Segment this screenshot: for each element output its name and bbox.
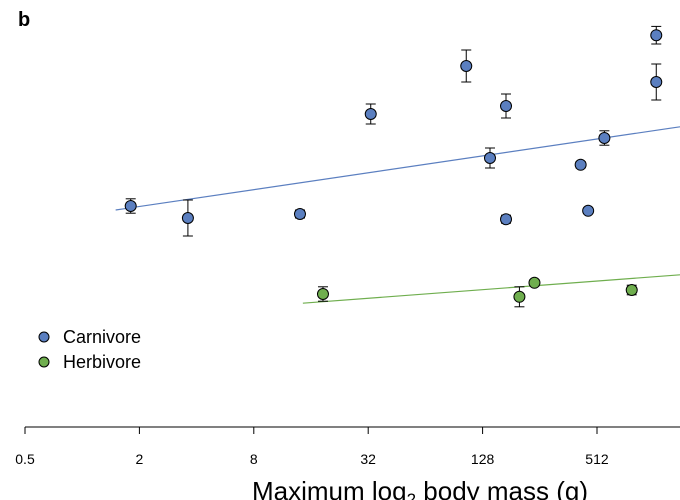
data-point-carnivore (293, 208, 306, 220)
data-point-carnivore (181, 199, 194, 237)
legend-marker-carnivore (38, 331, 50, 343)
marker-carnivore (500, 100, 513, 112)
marker-herbivore (513, 290, 526, 303)
marker-carnivore (500, 213, 513, 226)
fit-lines (115, 126, 680, 304)
data-points (124, 25, 663, 308)
data-point-herbivore (316, 286, 329, 302)
marker-carnivore (460, 60, 473, 72)
x-tick-label: 0.5 (15, 451, 35, 467)
x-axis-title: Maximum log2 body mass (g) (252, 476, 588, 500)
legend-label-carnivore: Carnivore (63, 327, 141, 347)
data-point-carnivore (124, 198, 137, 214)
marker-herbivore (625, 284, 638, 296)
x-axis-title-pre: Maximum log (252, 476, 407, 500)
data-point-carnivore (598, 130, 611, 146)
marker-carnivore (582, 204, 595, 217)
marker-carnivore (598, 132, 611, 144)
marker-carnivore (293, 208, 306, 220)
marker-herbivore (316, 288, 329, 300)
marker-carnivore (124, 200, 137, 212)
data-point-carnivore (574, 158, 587, 171)
legend-label-herbivore: Herbivore (63, 352, 141, 372)
data-point-carnivore (582, 204, 595, 217)
marker-carnivore (364, 108, 377, 120)
x-tick-label: 512 (585, 451, 609, 467)
data-point-carnivore (460, 49, 473, 83)
legend: Carnivore Herbivore (38, 327, 141, 372)
data-point-carnivore (483, 147, 496, 169)
data-point-herbivore (625, 284, 638, 296)
data-point-carnivore (650, 25, 663, 45)
x-axis: 0.5 2 8 32 128 512 (15, 426, 680, 467)
marker-carnivore (650, 76, 663, 88)
fit-line-carnivore (115, 126, 680, 211)
x-axis-title-sub: 2 (407, 490, 416, 500)
x-tick-label: 2 (135, 451, 143, 467)
marker-carnivore (574, 158, 587, 171)
panel-label: b (18, 9, 30, 31)
marker-herbivore (528, 276, 541, 289)
legend-marker-herbivore (38, 356, 50, 368)
data-point-herbivore (528, 276, 541, 289)
data-point-carnivore (364, 103, 377, 125)
marker-carnivore (181, 212, 194, 224)
x-tick-label: 128 (471, 451, 495, 467)
x-axis-title-post: body mass (g) (416, 476, 588, 500)
marker-carnivore (483, 152, 496, 164)
fit-line-herbivore (302, 274, 680, 304)
data-point-herbivore (513, 286, 526, 308)
x-tick-label: 8 (250, 451, 258, 467)
x-tick-label: 32 (360, 451, 376, 467)
data-point-carnivore (500, 93, 513, 119)
data-point-carnivore (500, 213, 513, 226)
data-point-carnivore (650, 63, 663, 101)
marker-carnivore (650, 29, 663, 42)
